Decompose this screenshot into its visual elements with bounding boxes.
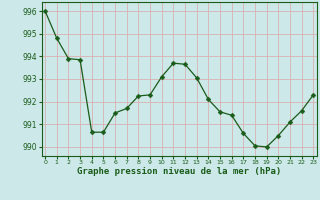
- X-axis label: Graphe pression niveau de la mer (hPa): Graphe pression niveau de la mer (hPa): [77, 167, 281, 176]
